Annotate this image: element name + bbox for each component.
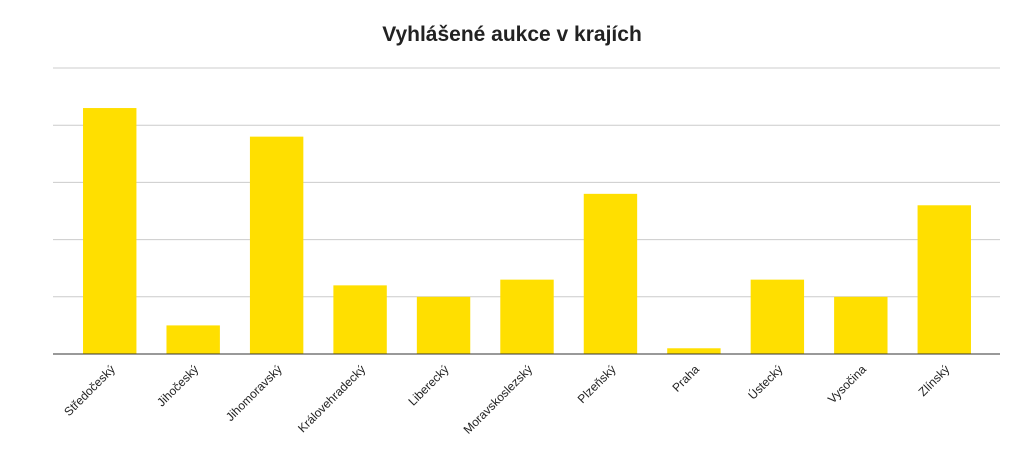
x-tick-label: Vysočina (825, 362, 869, 406)
bar (667, 348, 721, 354)
x-tick-label: Královehradecký (295, 362, 368, 435)
x-tick-label: Praha (669, 362, 702, 395)
bar (166, 325, 220, 354)
bar (83, 108, 137, 354)
bar (583, 193, 638, 354)
x-tick-label: Liberecký (405, 362, 451, 408)
x-tick-label: Středočeský (61, 362, 118, 419)
x-tick-label: Ústecký (745, 362, 786, 403)
x-tick-label: Plzeňský (575, 362, 619, 406)
bar (834, 296, 888, 354)
bar (750, 279, 805, 354)
bar (500, 279, 554, 354)
x-tick-label: Zlínský (916, 362, 953, 399)
bar (416, 296, 471, 354)
bar (333, 285, 387, 354)
bar (249, 136, 304, 354)
chart-title: Vyhlášené aukce v krajích (382, 23, 642, 46)
bar (917, 205, 971, 354)
x-tick-label: Moravskoslezský (461, 362, 536, 437)
x-tick-label: Jihomoravský (223, 362, 285, 424)
x-tick-label: Jihočeský (154, 362, 201, 409)
